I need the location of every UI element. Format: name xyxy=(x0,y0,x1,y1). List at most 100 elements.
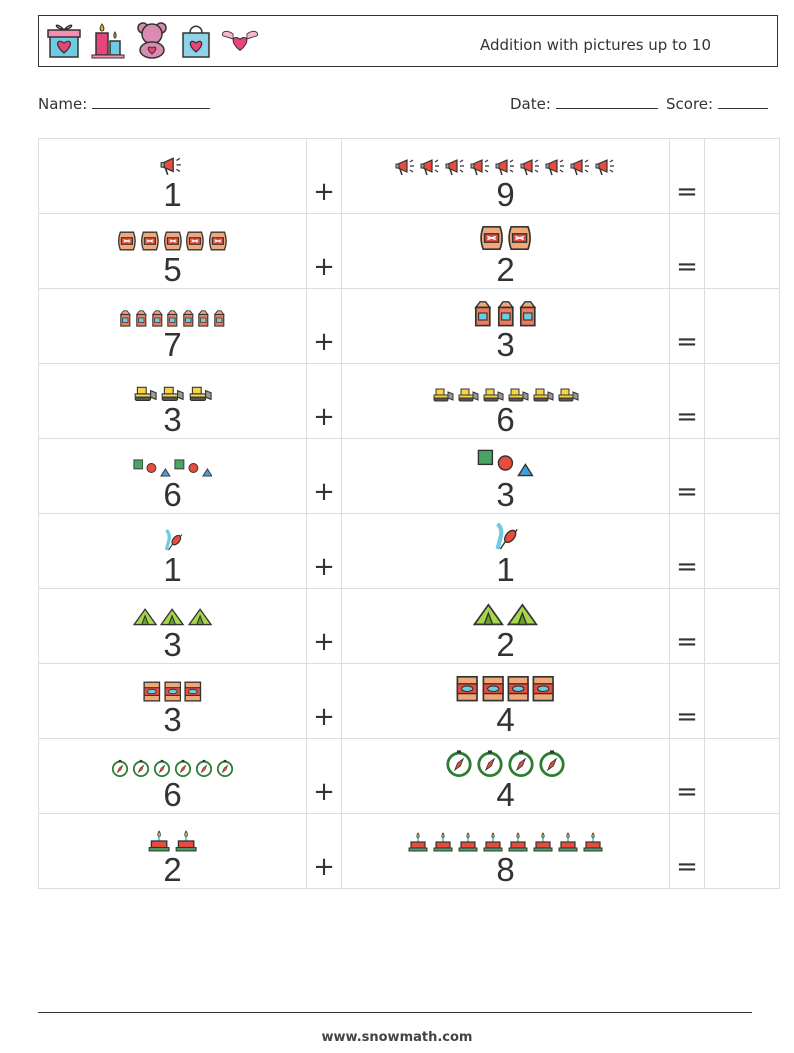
addend-cell: 3 xyxy=(341,288,670,364)
bulldozer-icon xyxy=(457,386,479,402)
answer-cell[interactable] xyxy=(704,138,780,214)
answer-cell[interactable] xyxy=(704,663,780,739)
addend-number: 3 xyxy=(163,626,182,663)
plus-cell: + xyxy=(306,663,342,739)
bag-icon xyxy=(482,674,504,702)
milk-carton-icon xyxy=(473,299,493,327)
barrel-icon xyxy=(507,224,532,252)
answer-cell[interactable] xyxy=(704,288,780,364)
plus-sign: + xyxy=(313,627,335,657)
date-field: Date: xyxy=(510,94,658,113)
answer-cell[interactable] xyxy=(704,588,780,664)
addend-number: 6 xyxy=(163,776,182,813)
equals-sign: = xyxy=(676,327,698,357)
megaphone-icon xyxy=(420,157,442,177)
addend-number: 1 xyxy=(163,176,182,213)
footer-divider xyxy=(38,1012,752,1013)
milk-carton-icon xyxy=(119,309,132,327)
cake-icon xyxy=(174,830,198,852)
picture-group xyxy=(117,230,228,252)
equals-cell: = xyxy=(669,738,705,814)
addend-cell: 1 xyxy=(38,513,307,589)
answer-cell[interactable] xyxy=(704,738,780,814)
bag-icon xyxy=(456,674,479,702)
megaphone-icon xyxy=(395,157,417,177)
picture-group xyxy=(432,386,579,402)
shapes-icon xyxy=(146,459,157,477)
shapes-icon xyxy=(497,449,514,477)
bag-icon xyxy=(507,674,529,702)
plus-cell: + xyxy=(306,588,342,664)
megaphone-icon xyxy=(470,157,492,177)
picture-group xyxy=(147,830,198,852)
cake-icon xyxy=(432,832,454,852)
addend-number: 4 xyxy=(496,776,515,813)
addend-cell: 2 xyxy=(38,813,307,889)
megaphone-icon xyxy=(520,157,542,177)
name-blank[interactable] xyxy=(92,94,211,109)
compass-icon xyxy=(195,759,213,777)
bag-icon xyxy=(532,674,555,702)
milk-carton-icon xyxy=(135,309,148,327)
answer-cell[interactable] xyxy=(704,363,780,439)
answer-cell[interactable] xyxy=(704,513,780,589)
shopping-bag-icon xyxy=(177,20,215,60)
barrel-icon xyxy=(117,230,137,252)
answer-cell[interactable] xyxy=(704,438,780,514)
bag-icon xyxy=(164,680,182,702)
picture-group xyxy=(133,607,212,627)
bulldozer-icon xyxy=(160,384,185,402)
addend-number: 3 xyxy=(163,701,182,738)
bulldozer-icon xyxy=(532,386,554,402)
addend-cell: 6 xyxy=(38,738,307,814)
plus-sign: + xyxy=(313,177,335,207)
addend-cell: 4 xyxy=(341,663,670,739)
addend-cell: 4 xyxy=(341,738,670,814)
score-blank[interactable] xyxy=(717,94,768,109)
tent-icon xyxy=(160,607,185,627)
shapes-icon xyxy=(174,459,185,477)
compass-icon xyxy=(111,759,129,777)
barrel-icon xyxy=(185,230,205,252)
answer-cell[interactable] xyxy=(704,813,780,889)
compass-icon xyxy=(132,759,150,777)
equals-cell: = xyxy=(669,588,705,664)
cake-icon xyxy=(457,832,479,852)
plus-cell: + xyxy=(306,813,342,889)
megaphone-icon xyxy=(160,155,184,177)
shapes-icon xyxy=(517,449,534,477)
problem-row: 2 +8 = xyxy=(38,813,780,889)
picture-group xyxy=(133,459,213,477)
date-blank[interactable] xyxy=(555,94,658,109)
addend-cell: 3 xyxy=(341,438,670,514)
addend-number: 3 xyxy=(496,326,515,363)
plus-cell: + xyxy=(306,738,342,814)
problem-row: 6 +4 = xyxy=(38,738,780,814)
milk-carton-icon xyxy=(496,299,516,327)
plus-cell: + xyxy=(306,438,342,514)
footer-site: www.snowmath.com xyxy=(321,1030,473,1045)
picture-group xyxy=(479,224,532,252)
answer-cell[interactable] xyxy=(704,213,780,289)
plus-sign: + xyxy=(313,252,335,282)
shapes-icon xyxy=(201,459,213,477)
megaphone-icon xyxy=(545,157,567,177)
equals-cell: = xyxy=(669,663,705,739)
picture-group xyxy=(456,674,555,702)
name-label: Name: xyxy=(38,95,88,113)
problem-row: 3 +4 = xyxy=(38,663,780,739)
compass-icon xyxy=(153,759,171,777)
header-icons xyxy=(45,20,259,60)
megaphone-icon xyxy=(595,157,617,177)
compass-icon xyxy=(476,749,504,777)
cake-icon xyxy=(557,832,579,852)
addend-cell: 6 xyxy=(38,438,307,514)
addend-number: 6 xyxy=(496,401,515,438)
addend-cell: 3 xyxy=(38,363,307,439)
candles-icon xyxy=(89,20,127,60)
plus-sign: + xyxy=(313,402,335,432)
addend-cell: 2 xyxy=(341,213,670,289)
bulldozer-icon xyxy=(133,384,157,402)
megaphone-icon xyxy=(495,157,517,177)
compass-icon xyxy=(445,749,473,777)
